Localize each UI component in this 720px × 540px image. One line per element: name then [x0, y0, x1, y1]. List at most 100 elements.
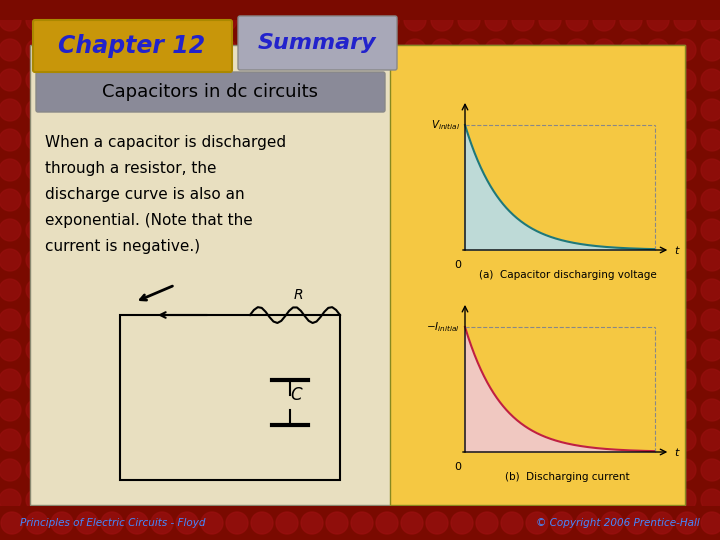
- Circle shape: [242, 189, 264, 211]
- Circle shape: [80, 219, 102, 241]
- Circle shape: [53, 279, 75, 301]
- Circle shape: [215, 399, 237, 421]
- Circle shape: [674, 159, 696, 181]
- Circle shape: [539, 339, 561, 361]
- Circle shape: [296, 9, 318, 31]
- Circle shape: [451, 512, 473, 534]
- Circle shape: [269, 369, 291, 391]
- Circle shape: [26, 9, 48, 31]
- Circle shape: [1, 512, 23, 534]
- Circle shape: [161, 9, 183, 31]
- Circle shape: [593, 279, 615, 301]
- Circle shape: [188, 429, 210, 451]
- Text: R: R: [293, 288, 303, 302]
- Circle shape: [593, 309, 615, 331]
- Circle shape: [296, 129, 318, 151]
- Circle shape: [326, 512, 348, 534]
- Circle shape: [107, 429, 129, 451]
- Circle shape: [161, 159, 183, 181]
- Circle shape: [296, 459, 318, 481]
- Circle shape: [350, 189, 372, 211]
- Circle shape: [215, 279, 237, 301]
- Circle shape: [350, 219, 372, 241]
- Circle shape: [620, 399, 642, 421]
- FancyBboxPatch shape: [238, 16, 397, 70]
- Circle shape: [107, 489, 129, 511]
- Circle shape: [26, 219, 48, 241]
- Circle shape: [26, 369, 48, 391]
- Circle shape: [80, 459, 102, 481]
- Circle shape: [458, 339, 480, 361]
- Text: Capacitors in dc circuits: Capacitors in dc circuits: [102, 83, 318, 101]
- Text: C: C: [290, 386, 302, 404]
- Circle shape: [539, 189, 561, 211]
- Circle shape: [539, 159, 561, 181]
- Text: Chapter 12: Chapter 12: [58, 34, 206, 58]
- Circle shape: [701, 429, 720, 451]
- Circle shape: [80, 189, 102, 211]
- Circle shape: [296, 339, 318, 361]
- Circle shape: [215, 339, 237, 361]
- Circle shape: [485, 399, 507, 421]
- Circle shape: [0, 339, 21, 361]
- Circle shape: [566, 39, 588, 61]
- Circle shape: [647, 129, 669, 151]
- Circle shape: [593, 369, 615, 391]
- Circle shape: [134, 279, 156, 301]
- Circle shape: [80, 159, 102, 181]
- Circle shape: [458, 99, 480, 121]
- Circle shape: [620, 279, 642, 301]
- Circle shape: [647, 9, 669, 31]
- Circle shape: [566, 189, 588, 211]
- Circle shape: [593, 429, 615, 451]
- Circle shape: [620, 189, 642, 211]
- Circle shape: [26, 489, 48, 511]
- Circle shape: [26, 99, 48, 121]
- Circle shape: [620, 309, 642, 331]
- Circle shape: [512, 309, 534, 331]
- Circle shape: [134, 429, 156, 451]
- Circle shape: [377, 189, 399, 211]
- Circle shape: [242, 519, 264, 540]
- Circle shape: [296, 219, 318, 241]
- Circle shape: [161, 129, 183, 151]
- Circle shape: [593, 399, 615, 421]
- Circle shape: [647, 249, 669, 271]
- Circle shape: [539, 279, 561, 301]
- Circle shape: [647, 279, 669, 301]
- Circle shape: [269, 399, 291, 421]
- Text: current is negative.): current is negative.): [45, 239, 200, 253]
- Circle shape: [566, 309, 588, 331]
- Circle shape: [350, 339, 372, 361]
- Circle shape: [377, 159, 399, 181]
- Circle shape: [539, 249, 561, 271]
- Circle shape: [323, 519, 345, 540]
- Circle shape: [539, 519, 561, 540]
- Circle shape: [53, 69, 75, 91]
- Circle shape: [242, 69, 264, 91]
- Circle shape: [539, 99, 561, 121]
- Circle shape: [188, 279, 210, 301]
- Circle shape: [593, 339, 615, 361]
- Circle shape: [107, 309, 129, 331]
- Circle shape: [26, 69, 48, 91]
- Circle shape: [431, 399, 453, 421]
- Circle shape: [134, 189, 156, 211]
- Circle shape: [620, 39, 642, 61]
- Circle shape: [501, 512, 523, 534]
- FancyBboxPatch shape: [33, 20, 232, 72]
- Circle shape: [80, 519, 102, 540]
- Text: through a resistor, the: through a resistor, the: [45, 160, 217, 176]
- Circle shape: [107, 279, 129, 301]
- Circle shape: [566, 9, 588, 31]
- Circle shape: [512, 69, 534, 91]
- Circle shape: [188, 519, 210, 540]
- Circle shape: [296, 159, 318, 181]
- Circle shape: [647, 489, 669, 511]
- Circle shape: [296, 189, 318, 211]
- Circle shape: [242, 399, 264, 421]
- Circle shape: [674, 69, 696, 91]
- Bar: [0, 0, 720, 20]
- Circle shape: [269, 339, 291, 361]
- Circle shape: [296, 399, 318, 421]
